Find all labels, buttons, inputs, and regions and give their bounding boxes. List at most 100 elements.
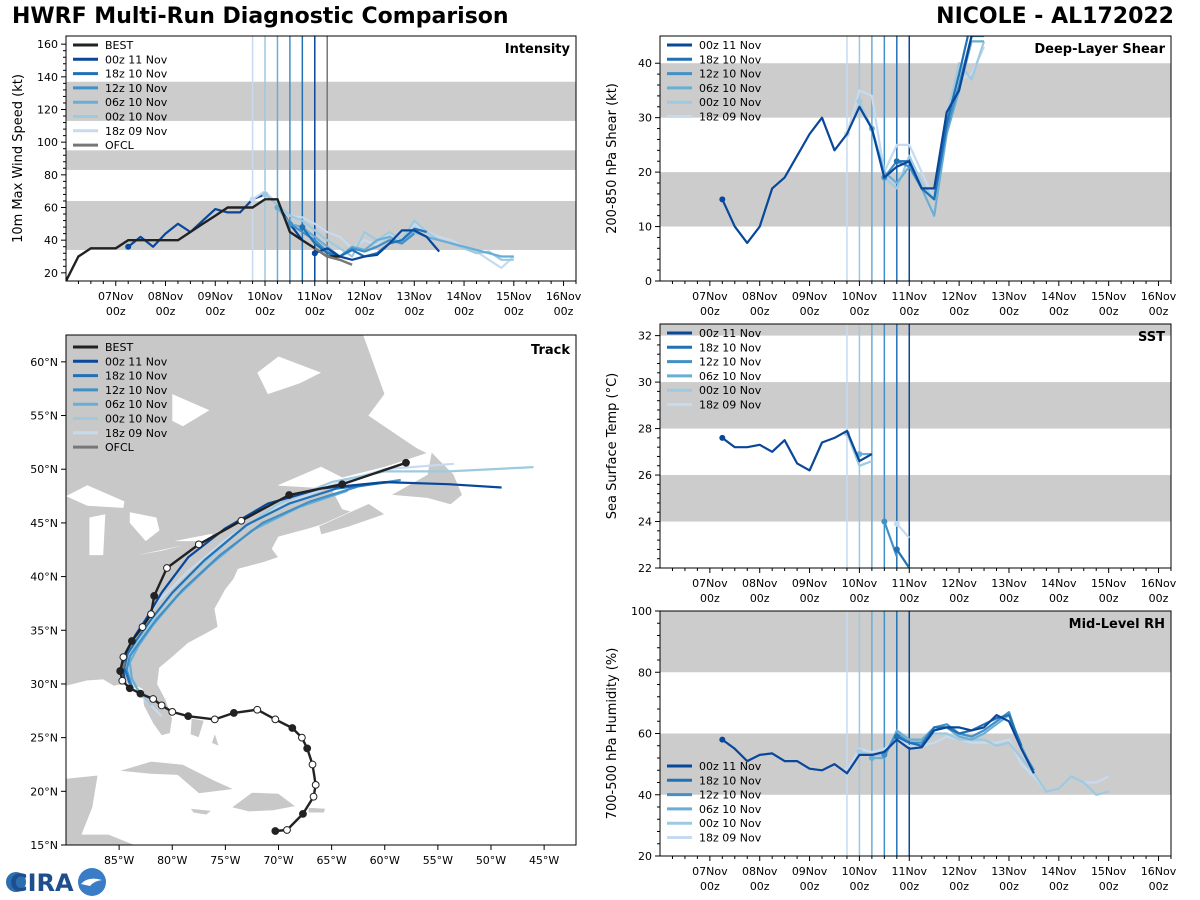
- lake: [137, 545, 183, 556]
- x-tick-label-day: 08Nov: [742, 865, 778, 878]
- best-track-point: [402, 458, 410, 467]
- lon-tick-label: 70°W: [263, 854, 293, 867]
- y-tick-label: 100: [37, 136, 58, 149]
- intensity-panel: 20 40 60 80 100 120 140 160 07Nov 00z 08Nov 00z 09No…: [11, 35, 582, 318]
- x-tick-label-day: 10Nov: [842, 577, 878, 590]
- land-mass: [189, 717, 205, 738]
- x-tick-label-day: 13Nov: [991, 865, 1027, 878]
- best-track-point: [194, 540, 203, 549]
- y-tick-label: 40: [44, 234, 58, 247]
- series-line-18z-10-Nov: [895, 548, 911, 568]
- best-track-line: [66, 198, 340, 281]
- land-mass: [231, 792, 297, 813]
- best-track-point: [210, 715, 219, 724]
- y-tick-label: 40: [638, 57, 652, 70]
- cira-logo-text: CIRA: [10, 869, 74, 897]
- x-tick-label-hour: 00z: [255, 305, 275, 318]
- x-tick-label-hour: 00z: [700, 305, 720, 318]
- x-tick-label-hour: 00z: [750, 305, 770, 318]
- x-tick-label-hour: 00z: [700, 592, 720, 605]
- x-tick-label-hour: 00z: [1099, 592, 1119, 605]
- x-tick-label-day: 10Nov: [247, 290, 283, 303]
- x-tick-label-day: 11Nov: [297, 290, 333, 303]
- best-track-point: [271, 715, 280, 724]
- best-track-point: [168, 707, 177, 716]
- y-tick-label: 40: [638, 789, 652, 802]
- best-track-point: [147, 610, 155, 619]
- best-track-point: [125, 684, 134, 693]
- x-tick-label-hour: 00z: [106, 305, 126, 318]
- shaded-band: [660, 172, 1171, 227]
- x-tick-label-hour: 00z: [355, 305, 375, 318]
- series-start-point: [881, 751, 888, 758]
- legend-label: 18z 09 Nov: [699, 399, 762, 412]
- x-tick-label-day: 11Nov: [892, 865, 928, 878]
- x-tick-label-hour: 00z: [1099, 880, 1119, 893]
- x-tick-label-hour: 00z: [454, 305, 474, 318]
- x-tick-label-day: 09Nov: [792, 290, 828, 303]
- y-axis-label: 200-850 hPa Shear (kt): [605, 83, 620, 234]
- x-tick-label-day: 09Nov: [792, 577, 828, 590]
- x-tick-label-day: 07Nov: [692, 577, 728, 590]
- legend-label: BEST: [105, 39, 133, 52]
- legend-label: 00z 11 Nov: [105, 53, 168, 66]
- emblem-wave-icon: [81, 878, 102, 886]
- legend-label: 12z 10 Nov: [699, 356, 762, 369]
- x-tick-label-hour: 00z: [700, 880, 720, 893]
- rh-panel: 20 40 60 80 100 07Nov 00z 08Nov 00z 09Nov 00z 10Nov…: [605, 605, 1177, 893]
- x-tick-label-hour: 00z: [800, 880, 820, 893]
- x-tick-label-day: 16Nov: [1141, 577, 1177, 590]
- lake: [257, 356, 321, 395]
- y-tick-label: 26: [638, 469, 652, 482]
- legend-label: 12z 10 Nov: [105, 384, 168, 397]
- x-tick-label-day: 08Nov: [742, 577, 778, 590]
- x-tick-label-hour: 00z: [750, 592, 770, 605]
- x-tick-label-hour: 00z: [850, 592, 870, 605]
- lon-tick-label: 45°W: [529, 854, 559, 867]
- best-track-point: [338, 480, 347, 489]
- x-tick-label-day: 16Nov: [1141, 290, 1177, 303]
- x-tick-label-hour: 00z: [1099, 305, 1119, 318]
- lat-tick-label: 45°N: [30, 517, 58, 530]
- land-mass: [66, 774, 136, 845]
- lon-tick-label: 55°W: [423, 854, 453, 867]
- x-tick-label-hour: 00z: [949, 592, 969, 605]
- series-start-point: [893, 158, 900, 165]
- y-tick-label: 140: [37, 71, 58, 84]
- lat-tick-label: 15°N: [30, 839, 58, 852]
- best-track-point: [311, 780, 320, 789]
- legend-label: 06z 10 Nov: [699, 82, 762, 95]
- y-tick-label: 80: [44, 169, 58, 182]
- legend-label: 18z 09 Nov: [105, 125, 168, 138]
- x-tick-label-hour: 00z: [1049, 880, 1069, 893]
- land-mass: [318, 503, 386, 536]
- series-line-06z-10-Nov: [276, 206, 514, 258]
- y-axis-label: 10m Max Wind Speed (kt): [11, 74, 26, 243]
- lake: [172, 394, 210, 427]
- x-tick-label-hour: 00z: [800, 592, 820, 605]
- x-tick-label-day: 11Nov: [892, 290, 928, 303]
- best-track-point: [253, 705, 262, 714]
- x-tick-label-hour: 00z: [554, 305, 574, 318]
- x-tick-label-hour: 00z: [999, 592, 1019, 605]
- x-tick-label-day: 10Nov: [842, 865, 878, 878]
- best-track-point: [136, 689, 145, 698]
- series-start-point: [856, 98, 863, 105]
- shear-plot-area: [660, 36, 1171, 281]
- x-tick-label-day: 16Nov: [546, 290, 582, 303]
- storm-title: NICOLE - AL172022: [936, 4, 1174, 29]
- series-line-00z-11-Nov: [721, 429, 873, 472]
- y-tick-label: 20: [638, 850, 652, 863]
- legend-label: 18z 09 Nov: [699, 111, 762, 124]
- x-tick-label-day: 15Nov: [496, 290, 532, 303]
- panel-title: Intensity: [505, 42, 571, 57]
- series-start-point: [719, 196, 726, 203]
- x-tick-label-day: 12Nov: [941, 865, 977, 878]
- legend-label: 06z 10 Nov: [105, 96, 168, 109]
- shaded-band: [660, 324, 1171, 336]
- series-start-point: [881, 518, 888, 525]
- legend-label: OFCL: [105, 139, 135, 152]
- x-tick-label-day: 12Nov: [941, 290, 977, 303]
- panel-title: SST: [1138, 330, 1165, 345]
